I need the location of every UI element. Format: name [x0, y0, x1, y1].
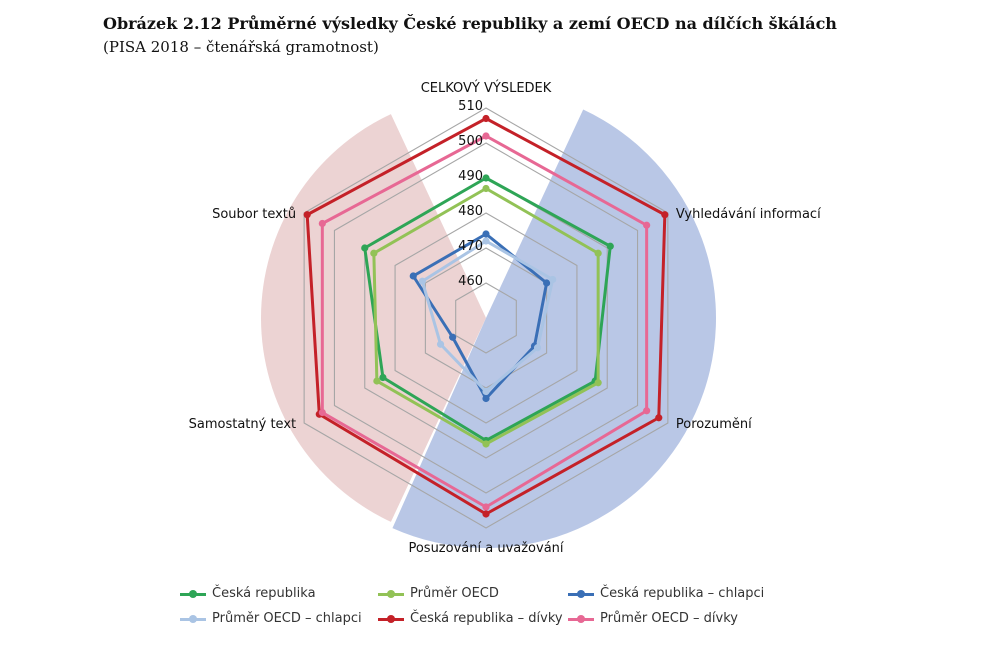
- tick-label-480: 480: [458, 204, 483, 219]
- radar-chart: 460 470 480 490 500 510 CELKOVÝ VÝSLEDEK Vyhled…: [189, 80, 821, 556]
- series-4-point-0: [482, 114, 490, 123]
- series-1-point-1: [594, 249, 602, 257]
- figure-title: Obrázek 2.12 Průměrné výsledky České rep…: [103, 14, 837, 33]
- axis-label-4: Samostatný text: [189, 417, 297, 432]
- series-2-point-0: [482, 230, 490, 238]
- axis-label-2: Porozumění: [676, 417, 752, 432]
- series-2-point-4: [449, 333, 457, 341]
- axis-label-1: Vyhledávání informací: [676, 207, 821, 222]
- legend-item-0: Česká republika: [180, 586, 316, 601]
- legend-item-4: Česká republika – dívky: [378, 611, 563, 626]
- tick-label-490: 490: [458, 169, 483, 184]
- series-3-point-1: [549, 275, 557, 284]
- series-5-point-2: [643, 407, 651, 415]
- series-2-point-3: [482, 394, 490, 403]
- series-5-point-5: [318, 219, 326, 228]
- series-4-point-1: [661, 211, 669, 219]
- series-1-point-4: [373, 377, 381, 385]
- series-5-point-3: [482, 503, 490, 511]
- series-1-point-0: [482, 184, 490, 193]
- grid-ring-500: [333, 142, 639, 494]
- series-1-point-2: [594, 379, 602, 387]
- tick-label-460: 460: [458, 274, 483, 289]
- legend-swatch: [568, 613, 594, 625]
- legend-item-1: Průměr OECD: [378, 586, 499, 601]
- legend-item-2: Česká republika – chlapci: [568, 586, 764, 601]
- legend-swatch: [180, 613, 206, 625]
- legend-item-3: Průměr OECD – chlapci: [180, 611, 362, 626]
- legend-label: Průměr OECD – dívky: [600, 611, 738, 626]
- tick-label-500: 500: [458, 134, 483, 149]
- series-3-point-5: [418, 277, 426, 285]
- legend-item-5: Průměr OECD – dívky: [568, 611, 738, 626]
- figure-subtitle: (PISA 2018 – čtenářská gramotnost): [103, 38, 379, 56]
- series-3-point-4: [436, 340, 445, 348]
- series-2-point-5: [409, 272, 417, 280]
- legend-label: Česká republika: [212, 586, 316, 601]
- series-0-point-0: [482, 174, 490, 182]
- legend-swatch: [378, 588, 404, 600]
- series-0-point-5: [361, 244, 369, 252]
- axis-label-0: CELKOVÝ VÝSLEDEK: [421, 80, 552, 96]
- series-5-point-4: [318, 408, 326, 417]
- series-0-point-1: [606, 242, 614, 250]
- legend-label: Průměr OECD: [410, 586, 499, 601]
- tick-label-510: 510: [458, 99, 483, 114]
- axis-label-5: Soubor textů: [212, 207, 296, 222]
- series-3-point-2: [533, 344, 542, 352]
- series-2-point-1: [543, 279, 551, 287]
- series-5-point-0: [482, 132, 490, 140]
- legend-swatch: [378, 613, 404, 625]
- series-1-point-3: [482, 440, 490, 448]
- series-3-point-3: [482, 387, 490, 396]
- series-4-point-5: [303, 211, 311, 219]
- axis-label-3: Posuzování a uvažování: [408, 541, 563, 556]
- legend-label: Průměr OECD – chlapci: [212, 611, 362, 626]
- legend-label: Česká republika – chlapci: [600, 586, 765, 601]
- tick-label-470: 470: [458, 239, 483, 254]
- series-5-point-1: [643, 221, 651, 229]
- series-0-point-4: [379, 373, 387, 382]
- series-4-point-3: [482, 510, 490, 518]
- legend-label: Česká republika – dívky: [410, 611, 563, 626]
- legend-swatch: [568, 588, 594, 600]
- series-4-point-2: [655, 414, 663, 422]
- series-1-point-5: [370, 249, 378, 257]
- grid-ring-480: [394, 212, 578, 424]
- grid-ring-460: [455, 282, 517, 354]
- legend-swatch: [180, 588, 206, 600]
- series-3-point-0: [482, 237, 490, 245]
